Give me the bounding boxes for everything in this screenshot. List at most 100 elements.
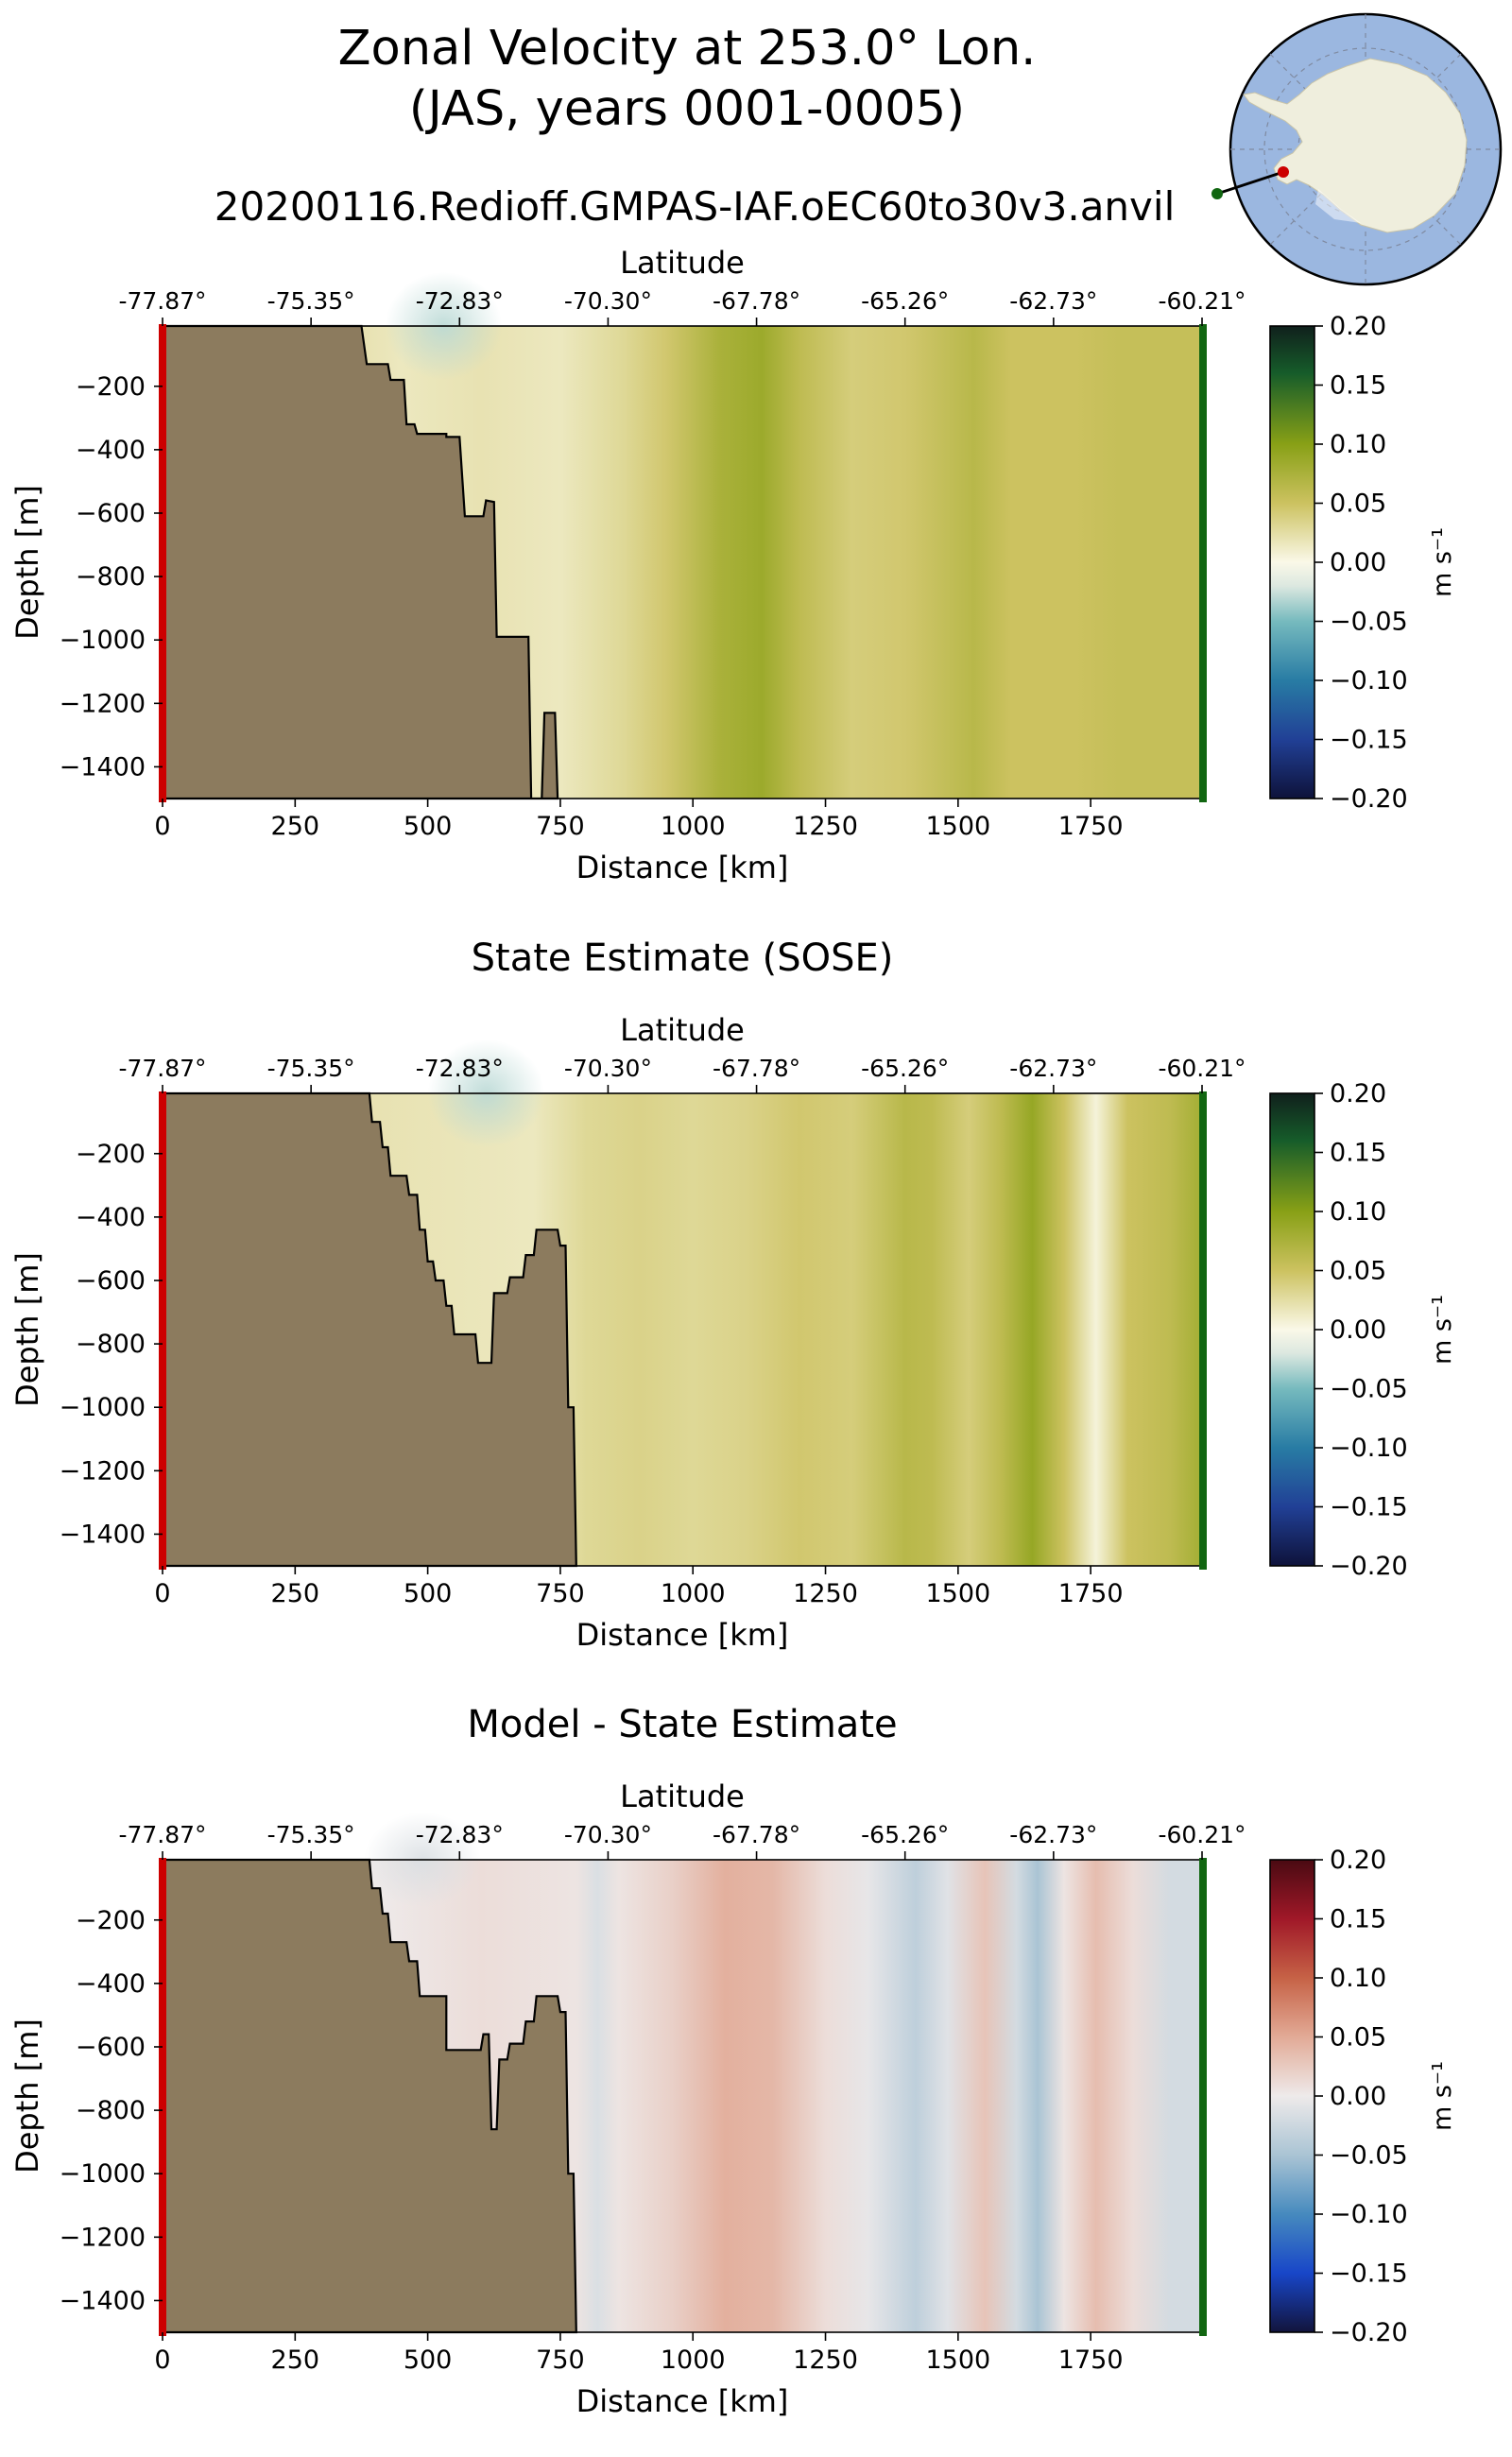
colorbar-difference (1269, 1859, 1315, 2333)
antarctica-landmass (1243, 58, 1468, 233)
lat-tick-label: -75.35° (267, 1821, 355, 1848)
lat-tick-label: -77.87° (118, 1055, 206, 1082)
colorbar-tick-label: 0.20 (1330, 1846, 1386, 1875)
x-tick-label: 0 (154, 812, 170, 841)
x-tick-label: 1750 (1058, 1579, 1124, 1608)
x-tick-label: 0 (154, 2345, 170, 2375)
colorbar-tick-label: 0.05 (1330, 1257, 1386, 1286)
colorbar-tick-label: 0.10 (1330, 430, 1386, 459)
lat-tick-label: -77.87° (118, 287, 206, 315)
panel-difference: Model - State Estimate Latitude -77.87° -75… (9, 1703, 1457, 2419)
colorbar-tick-label: 0.05 (1330, 2023, 1386, 2053)
x-tick-label: 500 (404, 2345, 453, 2375)
lat-axis-label-model: Latitude (620, 245, 745, 281)
lat-tick-label: -65.26° (861, 287, 949, 315)
colorbar-tick-label: −0.10 (1330, 666, 1408, 696)
bathymetry-sose (161, 1091, 577, 1568)
y-tick-label: −1200 (60, 689, 146, 718)
lat-tick-label: -65.26° (861, 1055, 949, 1082)
x-tick-label: 0 (154, 1579, 170, 1608)
colorbar-tick-label: −0.15 (1330, 726, 1408, 755)
y-tick-label: −1200 (60, 2223, 146, 2252)
lat-tick-label: -75.35° (267, 287, 355, 315)
colorbar-tick-label: −0.15 (1330, 2259, 1408, 2289)
y-tick-label: −400 (76, 1203, 146, 1232)
figure-title-line2: (JAS, years 0001-0005) (409, 81, 965, 137)
lat-tick-label: -70.30° (564, 1055, 652, 1082)
colorbar-tick-label: −0.10 (1330, 1434, 1408, 1463)
colorbar-tick-label: −0.20 (1330, 2318, 1408, 2347)
colorbar-tick-label: −0.05 (1330, 2141, 1408, 2171)
x-tick-label: 500 (404, 1579, 453, 1608)
lat-tick-label: -72.83° (416, 287, 504, 315)
panel-title-difference: Model - State Estimate (467, 1703, 897, 1746)
y-tick-label: −1400 (60, 1520, 146, 1549)
colorbar-model (1269, 325, 1315, 799)
y-tick-label: −600 (76, 499, 146, 528)
y-tick-label: −800 (76, 562, 146, 592)
lat-tick-label: -65.26° (861, 1821, 949, 1848)
colorbar-tick-label: −0.05 (1330, 1375, 1408, 1404)
x-tick-label: 250 (271, 812, 320, 841)
colorbar-tick-label: 0.00 (1330, 548, 1386, 577)
y-tick-label: −200 (76, 1140, 146, 1169)
lat-tick-label: -60.21° (1158, 1055, 1246, 1082)
figure-title-line1: Zonal Velocity at 253.0° Lon. (338, 21, 1037, 77)
panel-sose: State Estimate (SOSE) Latitude -77.87° -75.… (9, 936, 1457, 1653)
x-tick-label: 1250 (793, 812, 858, 841)
colorbar-tick-label: −0.20 (1330, 784, 1408, 814)
colorbar-sose (1269, 1092, 1315, 1567)
x-tick-label: 750 (536, 1579, 585, 1608)
lat-tick-label: -67.78° (713, 1055, 800, 1082)
end-marker-model (1199, 324, 1207, 802)
transect-start-marker (1278, 166, 1289, 178)
lat-axis-label-difference: Latitude (620, 1778, 745, 1814)
colorbar-tick-label: 0.20 (1330, 1079, 1386, 1108)
colorbar-tick-label: 0.20 (1330, 312, 1386, 341)
colorbar-tick-label: −0.10 (1330, 2200, 1408, 2229)
bathymetry-model (161, 324, 559, 800)
y-tick-label: −400 (76, 1969, 146, 1999)
y-tick-label: −800 (76, 2096, 146, 2125)
start-marker-difference (159, 1858, 166, 2336)
x-axis-label-difference: Distance [km] (576, 2383, 789, 2419)
x-tick-label: 750 (536, 2345, 585, 2375)
lat-tick-label: -70.30° (564, 1821, 652, 1848)
x-tick-label: 1500 (925, 2345, 990, 2375)
y-tick-label: −1000 (60, 626, 146, 655)
x-tick-label: 500 (404, 812, 453, 841)
lat-tick-label: -77.87° (118, 1821, 206, 1848)
y-tick-label: −1200 (60, 1456, 146, 1486)
y-tick-label: −800 (76, 1330, 146, 1359)
x-tick-label: 750 (536, 812, 585, 841)
x-tick-label: 1750 (1058, 2345, 1124, 2375)
colorbar-tick-label: 0.00 (1330, 2082, 1386, 2111)
lat-tick-label: -67.78° (713, 287, 800, 315)
x-tick-label: 1250 (793, 1579, 858, 1608)
panel-title-sose: State Estimate (SOSE) (472, 936, 894, 980)
colorbar-tick-label: 0.15 (1330, 1139, 1386, 1168)
colorbar-tick-label: 0.05 (1330, 490, 1386, 519)
x-tick-label: 1750 (1058, 812, 1124, 841)
ice-shelf-ross (1315, 189, 1361, 223)
x-tick-label: 250 (271, 2345, 320, 2375)
colorbar-tick-label: −0.20 (1330, 1552, 1408, 1581)
transect-end-marker (1211, 188, 1223, 199)
x-tick-label: 1000 (661, 812, 726, 841)
run-name: 20200116.Redioff.GMPAS-IAF.oEC60to30v3.a… (215, 183, 1176, 230)
lat-tick-label: -60.21° (1158, 1821, 1246, 1848)
y-tick-label: −200 (76, 372, 146, 402)
y-tick-label: −600 (76, 2033, 146, 2062)
end-marker-sose (1199, 1091, 1207, 1570)
lat-tick-label: -67.78° (713, 1821, 800, 1848)
x-tick-label: 1500 (925, 1579, 990, 1608)
y-tick-label: −200 (76, 1906, 146, 1935)
lat-tick-label: -62.73° (1009, 287, 1097, 315)
colorbar-tick-label: 0.10 (1330, 1197, 1386, 1227)
lat-tick-label: -72.83° (416, 1055, 504, 1082)
panels: Latitude -77.87° -75.35° -72.83° -70.30° -67.… (9, 245, 1457, 2419)
panel-model: Latitude -77.87° -75.35° -72.83° -70.30° -67.… (9, 245, 1457, 885)
colorbar-label-sose: m s⁻¹ (1428, 1295, 1457, 1365)
colorbar-label-difference: m s⁻¹ (1428, 2061, 1457, 2131)
